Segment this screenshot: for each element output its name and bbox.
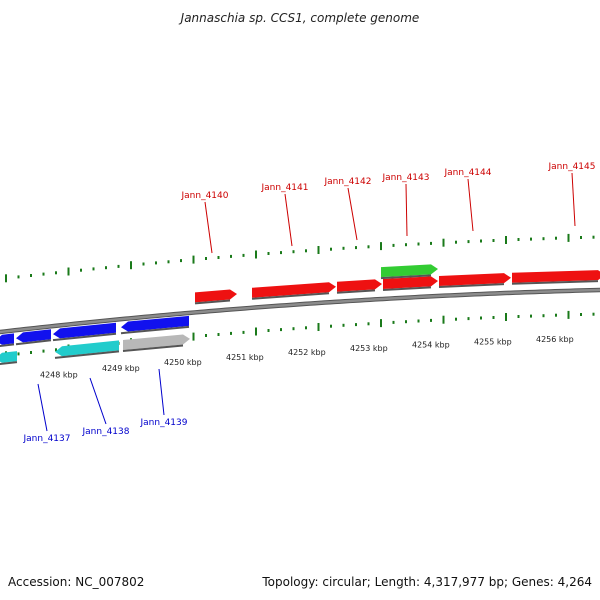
svg-text:Jann_4138: Jann_4138: [82, 427, 130, 437]
genome-title: Jannaschia sp. CCS1, complete genome: [179, 11, 420, 25]
gene-feature-green: [380, 264, 438, 280]
forward-gene-label: Jann_4144: [444, 168, 492, 232]
outer-tick-track: [5, 233, 595, 283]
genome-summary-text: Topology: circular; Length: 4,317,977 bp…: [261, 575, 592, 589]
gene-jann-4141: [251, 282, 336, 300]
kbp-tick-label: 4252 kbp: [288, 348, 326, 357]
gene-feature-blue: [120, 315, 190, 335]
forward-gene-label: Jann_4145: [548, 162, 596, 227]
gene-jann-4142: [336, 279, 382, 294]
svg-text:Jann_4142: Jann_4142: [324, 177, 372, 187]
kbp-tick-label: 4250 kbp: [164, 358, 202, 367]
reverse-gene-label: Jann_4139: [140, 368, 188, 428]
gene-jann-4139: [122, 334, 190, 352]
genome-backbone: [0, 287, 600, 335]
kbp-tick-label: 4249 kbp: [102, 364, 140, 373]
reverse-gene-label: Jann_4137: [23, 383, 71, 444]
gene-jann-4144: [438, 273, 511, 288]
svg-text:Jann_4145: Jann_4145: [548, 162, 596, 172]
svg-text:Jann_4141: Jann_4141: [261, 183, 309, 193]
svg-text:Jann_4137: Jann_4137: [23, 434, 71, 444]
forward-gene-label: Jann_4140: [181, 191, 229, 254]
reverse-gene-label: Jann_4138: [82, 377, 130, 437]
kbp-tick-label: 4254 kbp: [412, 340, 450, 349]
kbp-tick-label: 4255 kbp: [474, 337, 512, 346]
svg-text:Jann_4144: Jann_4144: [444, 168, 492, 178]
backbone-line: [0, 288, 600, 334]
kbp-tick-label: 4251 kbp: [226, 353, 264, 362]
gene-feature-blue: [15, 329, 52, 346]
svg-text:Jann_4139: Jann_4139: [140, 418, 188, 428]
gene-jann-4138: [54, 340, 120, 359]
gene-feature-blue: [52, 322, 117, 342]
forward-gene-label: Jann_4141: [261, 183, 309, 247]
gene-features: [0, 264, 600, 366]
kbp-scale: 4248 kbp 4249 kbp 4250 kbp 4251 kbp 4252 kbp…: [40, 335, 574, 380]
svg-text:Jann_4143: Jann_4143: [382, 173, 430, 183]
forward-gene-label: Jann_4143: [382, 173, 430, 237]
kbp-tick-label: 4248 kbp: [40, 371, 78, 380]
svg-text:Jann_4140: Jann_4140: [181, 191, 229, 201]
gene-labels: Jann_4140 Jann_4141 Jann_4142 Jann_4143 Jann…: [23, 162, 596, 444]
gene-jann-4140: [194, 289, 237, 305]
accession-text: Accession: NC_007802: [8, 575, 144, 589]
gene-jann-4143: [382, 276, 438, 291]
forward-gene-label: Jann_4142: [324, 177, 372, 241]
gene-jann-4137: [0, 351, 18, 366]
kbp-tick-label: 4253 kbp: [350, 344, 388, 353]
gene-jann-4145: [511, 270, 600, 285]
kbp-tick-label: 4256 kbp: [536, 335, 574, 344]
gene-feature-blue: [0, 333, 15, 348]
